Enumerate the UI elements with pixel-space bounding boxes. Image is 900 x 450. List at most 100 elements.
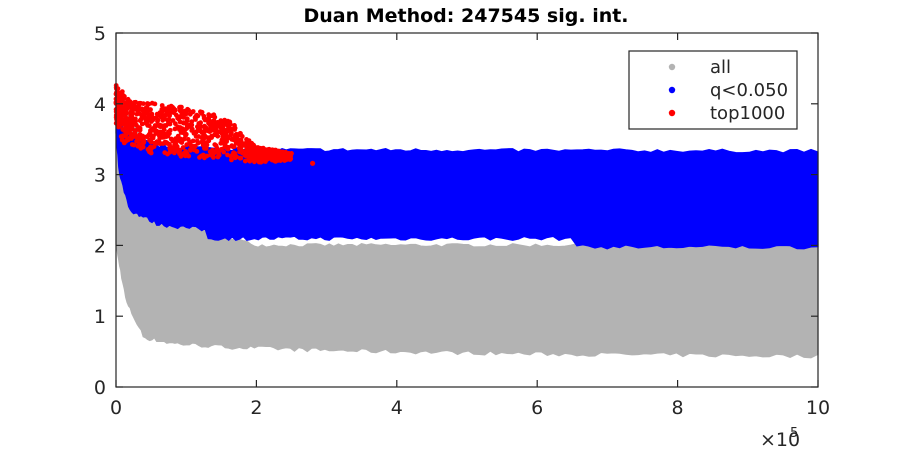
data-point	[220, 140, 226, 146]
data-point	[121, 140, 127, 146]
legend-label-top: top1000	[710, 103, 785, 124]
data-point	[144, 104, 150, 110]
data-point	[205, 135, 211, 141]
data-point	[213, 148, 219, 154]
y-tick-label: 2	[94, 235, 106, 257]
data-point	[265, 147, 271, 153]
data-point	[150, 117, 156, 123]
axis-tick-labels: 0 2 4 6 8 10 0 1 2 3 4 5	[94, 23, 830, 419]
data-point	[230, 144, 236, 150]
data-point	[151, 144, 157, 150]
data-point	[216, 124, 222, 129]
data-point	[206, 128, 212, 134]
data-point	[245, 154, 251, 159]
data-point	[229, 136, 235, 142]
data-point	[115, 90, 121, 96]
data-point	[215, 133, 221, 139]
data-point	[157, 141, 163, 147]
data-point	[190, 138, 196, 144]
data-point	[140, 140, 146, 146]
data-point	[245, 148, 251, 153]
data-point	[220, 126, 225, 132]
series-top1000-points	[113, 83, 316, 166]
data-point	[231, 150, 237, 156]
data-point	[177, 119, 183, 125]
data-point	[129, 115, 135, 121]
x-exponent-label: ×10 5	[760, 426, 800, 450]
data-point	[125, 96, 131, 102]
data-point	[170, 105, 176, 110]
data-point	[209, 113, 215, 119]
data-point-outlier	[310, 160, 316, 166]
data-point	[152, 124, 158, 130]
data-point	[194, 138, 200, 144]
data-point	[227, 125, 232, 131]
y-tick-label: 5	[94, 23, 106, 45]
data-point	[268, 152, 274, 157]
data-point	[157, 110, 163, 115]
x-tick-label: 4	[391, 397, 403, 419]
data-point	[116, 95, 122, 101]
data-point	[244, 143, 250, 148]
data-point	[177, 125, 183, 130]
data-point	[287, 152, 292, 158]
data-point	[280, 154, 286, 160]
data-point	[132, 128, 138, 134]
data-point	[287, 157, 293, 162]
data-point	[215, 120, 221, 125]
data-point	[172, 126, 178, 132]
data-point	[137, 125, 143, 131]
plot-data-layer	[113, 83, 819, 359]
data-point	[210, 151, 215, 157]
data-point	[128, 134, 134, 140]
y-tick-label: 1	[94, 306, 106, 328]
data-point	[198, 120, 204, 126]
legend-marker-q	[668, 86, 676, 94]
data-point	[136, 111, 142, 116]
data-point	[165, 133, 171, 139]
data-point	[136, 103, 142, 108]
data-point	[180, 145, 186, 150]
data-point	[149, 111, 155, 117]
data-point	[223, 129, 229, 134]
data-point	[199, 153, 204, 159]
chart-title: Duan Method: 247545 sig. int.	[303, 5, 628, 27]
data-point	[192, 143, 198, 149]
data-point	[129, 122, 135, 128]
data-point	[173, 121, 178, 127]
data-point	[239, 142, 245, 148]
data-point	[132, 132, 138, 138]
data-point	[192, 115, 198, 121]
data-point	[128, 111, 134, 116]
data-point	[148, 107, 153, 112]
data-point	[228, 153, 234, 159]
data-point	[221, 135, 227, 140]
data-point	[148, 150, 154, 156]
data-point	[199, 111, 205, 116]
data-point	[116, 113, 122, 119]
data-point	[273, 158, 279, 164]
data-point	[201, 115, 207, 121]
data-point	[186, 107, 192, 113]
y-tick-label: 0	[94, 377, 106, 399]
data-point	[253, 158, 258, 163]
x-exponent-base: ×10	[760, 429, 800, 450]
data-point	[162, 139, 168, 145]
data-point	[145, 101, 150, 106]
data-point	[206, 118, 212, 124]
data-point	[228, 132, 234, 138]
x-exponent-power: 5	[790, 426, 798, 441]
data-point	[189, 126, 195, 132]
x-tick-label: 0	[110, 397, 122, 419]
x-tick-label: 10	[806, 397, 830, 419]
data-point	[196, 134, 202, 139]
data-point	[171, 110, 177, 115]
data-point	[237, 155, 243, 161]
data-point	[147, 130, 153, 136]
data-point	[177, 105, 182, 110]
data-point	[195, 128, 201, 134]
data-point	[177, 148, 182, 154]
data-point	[246, 139, 252, 145]
axes-box	[115, 32, 819, 388]
data-point	[251, 152, 257, 158]
